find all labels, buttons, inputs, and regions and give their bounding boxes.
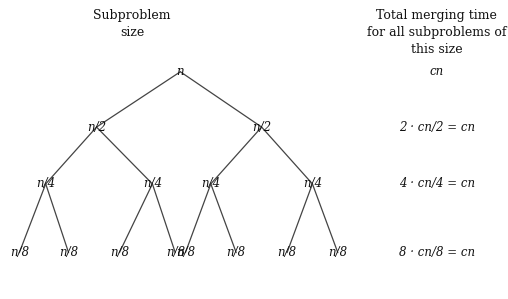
Text: n/8: n/8: [10, 246, 29, 259]
Text: n/2: n/2: [252, 120, 271, 134]
Text: Total merging time
for all subproblems of
this size: Total merging time for all subproblems o…: [367, 9, 506, 56]
Text: n/8: n/8: [166, 246, 185, 259]
Text: 4 · cn/4 = cn: 4 · cn/4 = cn: [399, 177, 475, 190]
Text: Subproblem
size: Subproblem size: [93, 9, 171, 39]
Text: 8 · cn/8 = cn: 8 · cn/8 = cn: [399, 246, 475, 259]
Text: n: n: [176, 65, 184, 78]
Text: n/8: n/8: [328, 246, 347, 259]
Text: n/4: n/4: [143, 177, 162, 190]
Text: 2 · cn/2 = cn: 2 · cn/2 = cn: [399, 120, 475, 134]
Text: n/8: n/8: [59, 246, 78, 259]
Text: n/8: n/8: [110, 246, 129, 259]
Text: cn: cn: [430, 65, 444, 78]
Text: n/2: n/2: [87, 120, 106, 134]
Text: n/4: n/4: [201, 177, 220, 190]
Text: n/4: n/4: [36, 177, 55, 190]
Text: n/4: n/4: [303, 177, 322, 190]
Text: n/8: n/8: [176, 246, 195, 259]
Text: n/8: n/8: [227, 246, 246, 259]
Text: n/8: n/8: [277, 246, 297, 259]
